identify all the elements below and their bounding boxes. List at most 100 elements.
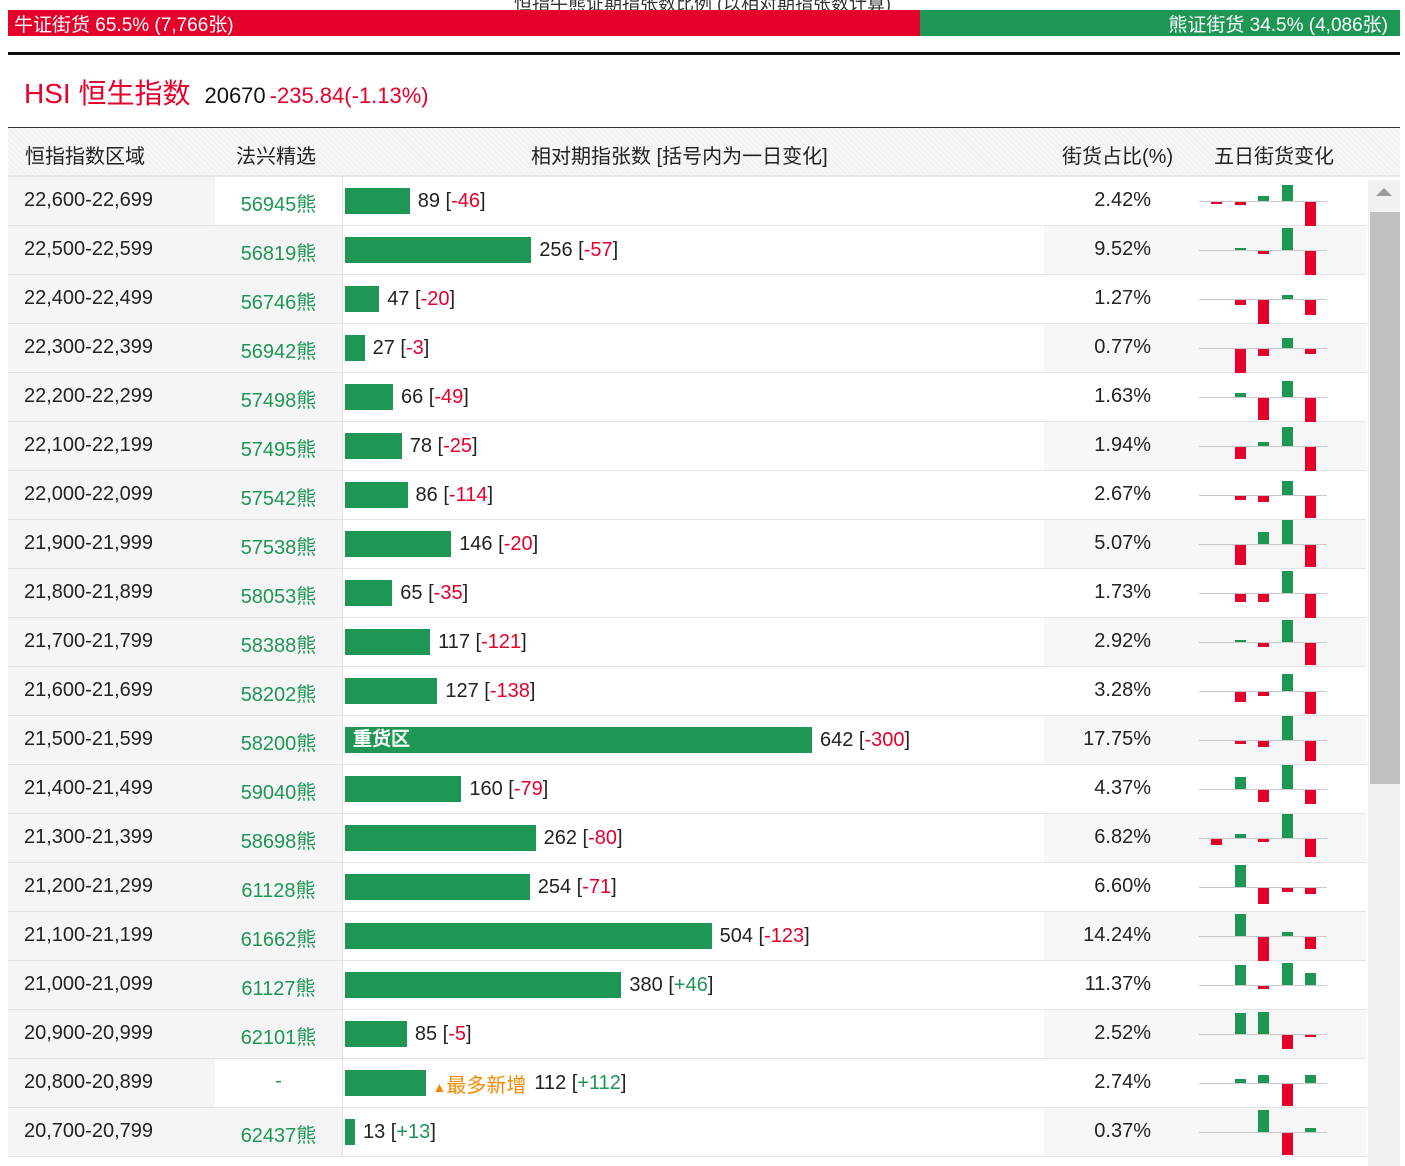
share-value: 1.73% [1094,581,1151,603]
sparkline-bar [1305,1075,1316,1083]
sparkline-bar [1305,692,1316,714]
share-cell: 0.77% [1044,324,1366,373]
contracts-bar [345,874,530,900]
one-day-change: -5 [448,1022,466,1045]
pick-link[interactable]: 58202熊 [215,667,343,715]
pick-link[interactable]: 56942熊 [215,324,343,372]
pick-link[interactable]: 56945熊 [215,177,343,225]
pick-link[interactable]: 57542熊 [215,471,343,519]
sparkline-bar [1258,398,1269,420]
table-row: 21,000-21,099 61127熊 380 [+46] 11.37% [8,961,1366,1010]
pick-link[interactable]: 61127熊 [215,961,343,1009]
pick-link[interactable]: 58200熊 [215,716,343,764]
pick-link[interactable]: 61662熊 [215,912,343,960]
contracts-label: 86 [-114] [415,483,494,506]
sparkline-bar [1305,398,1316,422]
contracts-bar [345,1119,355,1145]
index-change: -235.84(-1.13%) [269,83,429,108]
contracts-label: 642 [-300] [820,728,911,751]
sparkline-bar [1234,594,1246,602]
five-day-sparkline [1199,667,1329,715]
contracts-label: 13 [+13] [363,1120,436,1143]
pick-link[interactable]: 62437熊 [215,1108,343,1156]
contracts-value: 78 [409,434,432,457]
sparkline-baseline [1199,1132,1327,1133]
sparkline-baseline [1199,985,1327,986]
sparkline-baseline [1199,397,1327,398]
share-value: 2.52% [1094,1022,1151,1044]
share-value: 3.28% [1094,679,1151,701]
contracts-bar [345,531,452,557]
contracts-label: 112 [+112] [534,1071,627,1094]
range-cell: 21,400-21,499 [8,765,215,813]
pick-link[interactable]: 58388熊 [215,618,343,666]
sparkline-bar [1234,545,1246,565]
sparkline-bar [1305,973,1316,985]
contracts-bar [345,433,402,459]
pick-link[interactable]: 59040熊 [215,765,343,813]
sparkline-bar [1305,643,1316,665]
sparkline-bar [1258,300,1269,324]
pick-link[interactable]: 58053熊 [215,569,343,617]
sparkline-bar [1211,202,1222,204]
pick-link[interactable]: 57495熊 [215,422,343,470]
table-row: 21,600-21,699 58202熊 127 [-138] 3.28% [8,667,1366,716]
range-cell: 21,900-21,999 [8,520,215,568]
sparkline-bar [1305,545,1316,567]
scroll-up-arrow-icon[interactable] [1376,188,1392,196]
share-cell: 5.07% [1044,520,1366,568]
sparkline-bar [1258,1012,1269,1034]
share-cell: 2.67% [1044,471,1366,519]
five-day-sparkline [1199,275,1329,324]
sparkline-bar [1305,202,1316,226]
bull-bear-ratio-bar: 牛证街货 65.5% (7,766张) 熊证街货 34.5% (4,086张) [8,10,1400,36]
range-cell: 21,800-21,899 [8,569,215,617]
share-cell: 1.27% [1044,275,1366,324]
contracts-value: 117 [438,630,470,653]
share-value: 9.52% [1094,238,1151,260]
pick-link[interactable]: 57498熊 [215,373,343,421]
range-cell: 22,400-22,499 [8,275,215,323]
sparkline-bar [1281,520,1293,544]
range-cell: 22,000-22,099 [8,471,215,519]
contracts-cell: 117 [-121] [344,618,1044,666]
sparkline-bar [1305,349,1316,354]
contracts-bar [345,580,393,606]
sparkline-bar [1305,741,1316,761]
one-day-change: -79 [513,777,543,800]
index-name[interactable]: HSI 恒生指数 [24,78,191,109]
one-day-change: -138 [489,679,530,702]
share-value: 1.94% [1094,434,1151,456]
sparkline-bar [1258,196,1269,201]
pick-link[interactable]: 61128熊 [215,863,343,911]
pick-link[interactable]: 62101熊 [215,1010,343,1058]
share-cell: 2.92% [1044,618,1366,666]
five-day-sparkline [1199,177,1329,226]
sparkline-bar [1258,442,1269,446]
table-row: 21,500-21,599 58200熊 重货区 642 [-300] 17.7… [8,716,1366,765]
index-quote: HSI 恒生指数 20670 -235.84(-1.13%) [24,72,429,112]
contracts-cell: 504 [-123] [344,912,1044,960]
scrollbar-thumb[interactable] [1370,212,1400,784]
pick-link[interactable]: 58698熊 [215,814,343,862]
contracts-value: 642 [820,728,854,751]
sparkline-bar [1258,692,1269,696]
pick-link[interactable]: 56746熊 [215,275,343,323]
contracts-value: 66 [401,385,424,408]
range-cell: 21,300-21,399 [8,814,215,862]
scrollbar[interactable] [1368,180,1400,1166]
share-cell: 11.37% [1044,961,1366,1009]
share-value: 1.27% [1094,287,1151,309]
range-cell: 22,500-22,599 [8,226,215,274]
sparkline-bar [1281,888,1293,892]
sparkline-bar [1234,914,1246,936]
pick-link[interactable]: - [215,1059,343,1107]
contracts-value: 262 [543,826,577,849]
contracts-bar [345,923,712,949]
share-cell: 1.73% [1044,569,1366,618]
pick-link[interactable]: 56819熊 [215,226,343,274]
sparkline-baseline [1199,446,1327,447]
pick-link[interactable]: 57538熊 [215,520,343,568]
five-day-sparkline [1199,618,1329,666]
contracts-cell: 86 [-114] [344,471,1044,519]
